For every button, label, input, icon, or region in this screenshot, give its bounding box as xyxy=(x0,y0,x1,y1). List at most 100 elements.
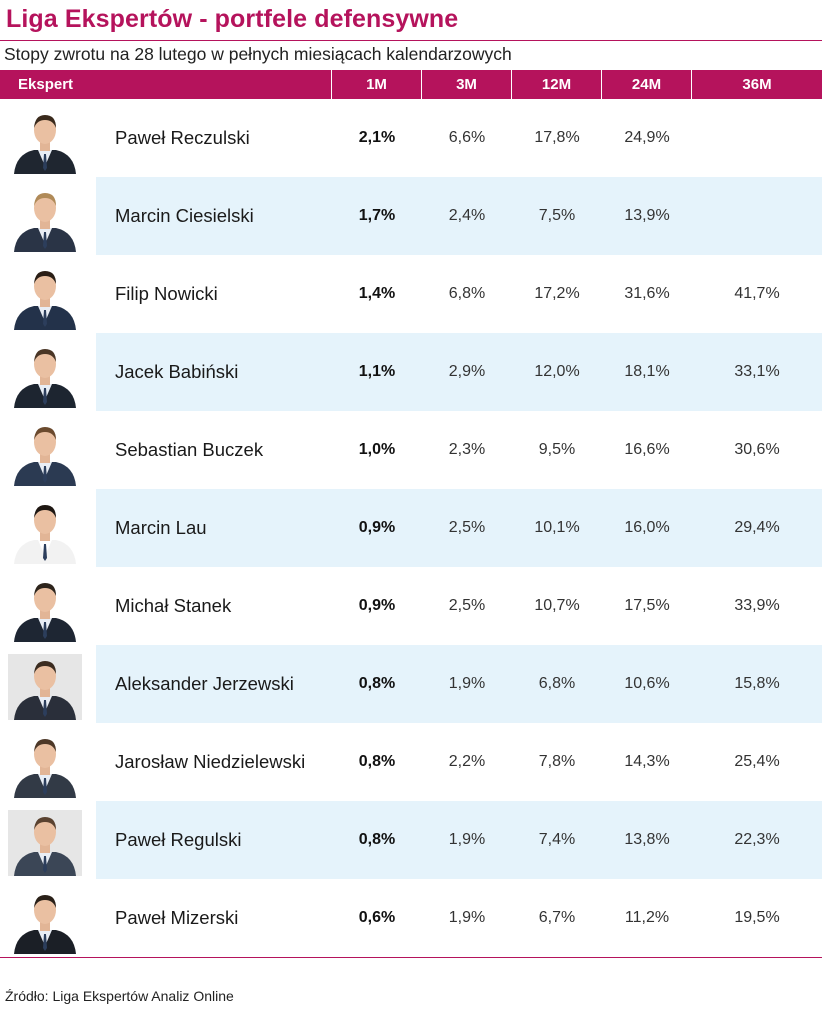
expert-avatar xyxy=(8,420,82,486)
return-1m: 0,9% xyxy=(358,519,396,536)
expert-name: Marcin Lau xyxy=(115,517,207,538)
return-24m: 16,0% xyxy=(624,519,670,536)
return-1m: 1,7% xyxy=(358,207,396,224)
return-24m: 13,8% xyxy=(624,831,670,848)
expert-name: Sebastian Buczek xyxy=(115,439,264,460)
expert-name: Michał Stanek xyxy=(115,595,232,616)
row-background xyxy=(96,801,822,879)
return-12m: 7,8% xyxy=(538,753,576,770)
table-row: Sebastian Buczek 1,0% 2,3% 9,5% 16,6% 30,6% xyxy=(0,411,822,489)
expert-avatar xyxy=(8,264,82,330)
return-36m: 41,7% xyxy=(734,285,780,302)
expert-avatar xyxy=(8,186,82,252)
return-24m: 13,9% xyxy=(624,207,670,224)
expert-avatar xyxy=(8,888,82,954)
return-12m: 10,7% xyxy=(534,597,580,614)
return-3m: 2,5% xyxy=(448,597,486,614)
return-3m: 2,5% xyxy=(448,519,486,536)
return-12m: 7,5% xyxy=(538,207,576,224)
return-36m: 19,5% xyxy=(734,909,780,926)
return-3m: 1,9% xyxy=(448,675,486,692)
page-subtitle: Stopy zwrotu na 28 lutego w pełnych mies… xyxy=(4,44,512,64)
return-12m: 7,4% xyxy=(538,831,576,848)
header-12m: 12M xyxy=(512,70,602,99)
return-3m: 2,9% xyxy=(448,363,486,380)
table-row: Jacek Babiński 1,1% 2,9% 12,0% 18,1% 33,1% xyxy=(0,333,822,411)
return-24m: 11,2% xyxy=(624,909,670,926)
table-row: Paweł Regulski 0,8% 1,9% 7,4% 13,8% 22,3% xyxy=(0,801,822,879)
header-expert: Ekspert xyxy=(0,70,332,99)
return-3m: 6,8% xyxy=(448,285,486,302)
return-3m: 1,9% xyxy=(448,831,486,848)
expert-avatar xyxy=(8,342,82,408)
return-36m: 30,6% xyxy=(734,441,780,458)
expert-name: Jacek Babiński xyxy=(115,361,239,382)
return-24m: 17,5% xyxy=(624,597,670,614)
table-row: Michał Stanek 0,9% 2,5% 10,7% 17,5% 33,9% xyxy=(0,567,822,645)
return-1m: 0,9% xyxy=(358,597,396,614)
return-24m: 14,3% xyxy=(624,753,670,770)
return-12m: 17,2% xyxy=(534,285,580,302)
table-row: Marcin Lau 0,9% 2,5% 10,1% 16,0% 29,4% xyxy=(0,489,822,567)
return-1m: 1,4% xyxy=(358,285,396,302)
return-1m: 2,1% xyxy=(358,129,396,146)
return-36m: 25,4% xyxy=(734,753,780,770)
expert-name: Marcin Ciesielski xyxy=(115,205,254,226)
return-24m: 10,6% xyxy=(624,675,670,692)
expert-avatar xyxy=(8,498,82,564)
row-background xyxy=(96,489,822,567)
return-36m: 15,8% xyxy=(734,675,780,692)
return-36m: 33,1% xyxy=(734,363,780,380)
return-3m: 1,9% xyxy=(448,909,486,926)
expert-avatar xyxy=(8,810,82,876)
expert-avatar xyxy=(8,654,82,720)
return-36m xyxy=(692,177,822,255)
return-36m: 29,4% xyxy=(734,519,780,536)
return-1m: 0,8% xyxy=(358,753,396,770)
table-row: Marcin Ciesielski 1,7% 2,4% 7,5% 13,9% xyxy=(0,177,822,255)
return-3m: 6,6% xyxy=(448,129,486,146)
return-12m: 6,8% xyxy=(538,675,576,692)
expert-name: Paweł Regulski xyxy=(115,829,242,850)
return-1m: 0,6% xyxy=(358,909,396,926)
return-36m xyxy=(692,99,822,177)
return-24m: 18,1% xyxy=(624,363,670,380)
row-background xyxy=(96,177,822,255)
row-background xyxy=(96,645,822,723)
source-note: Źródło: Liga Ekspertów Analiz Online xyxy=(5,988,234,1004)
expert-avatar xyxy=(8,108,82,174)
return-36m: 33,9% xyxy=(734,597,780,614)
return-3m: 2,2% xyxy=(448,753,486,770)
table-row: Paweł Reczulski 2,1% 6,6% 17,8% 24,9% xyxy=(0,99,822,177)
header-3m: 3M xyxy=(422,70,512,99)
table-row: Aleksander Jerzewski 0,8% 1,9% 6,8% 10,6% 15,… xyxy=(0,645,822,723)
header-36m: 36M xyxy=(692,70,822,99)
return-12m: 12,0% xyxy=(534,363,580,380)
expert-name: Paweł Mizerski xyxy=(115,907,239,928)
header-1m: 1M xyxy=(332,70,422,99)
return-12m: 17,8% xyxy=(534,129,580,146)
return-3m: 2,3% xyxy=(448,441,486,458)
expert-name: Jarosław Niedzielewski xyxy=(115,751,306,772)
expert-avatar xyxy=(8,576,82,642)
return-24m: 16,6% xyxy=(624,441,670,458)
return-1m: 1,1% xyxy=(358,363,396,380)
return-12m: 10,1% xyxy=(534,519,580,536)
header-24m: 24M xyxy=(602,70,692,99)
expert-name: Paweł Reczulski xyxy=(115,127,250,148)
row-background xyxy=(96,333,822,411)
table-bottom-divider xyxy=(0,957,822,958)
return-1m: 1,0% xyxy=(358,441,396,458)
page-title: Liga Ekspertów - portfele defensywne xyxy=(6,5,459,33)
return-12m: 6,7% xyxy=(538,909,576,926)
title-divider xyxy=(0,40,822,41)
expert-name: Aleksander Jerzewski xyxy=(115,673,294,694)
return-36m: 22,3% xyxy=(734,831,780,848)
return-3m: 2,4% xyxy=(448,207,486,224)
return-12m: 9,5% xyxy=(538,441,576,458)
return-24m: 31,6% xyxy=(624,285,670,302)
return-1m: 0,8% xyxy=(358,675,396,692)
expert-name: Filip Nowicki xyxy=(115,283,218,304)
table-header: Ekspert 1M 3M 12M 24M 36M xyxy=(0,70,822,99)
table-row: Jarosław Niedzielewski 0,8% 2,2% 7,8% 14,3% 2… xyxy=(0,723,822,801)
